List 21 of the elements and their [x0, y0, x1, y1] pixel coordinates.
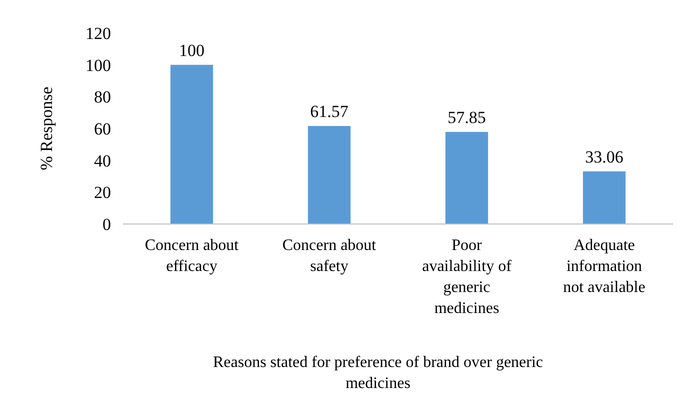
y-tick-label: 80 [94, 88, 111, 107]
x-tick-label: Concern about safety [282, 237, 377, 275]
y-axis-title: % Response [37, 86, 56, 170]
bar [582, 171, 626, 224]
y-tick-label: 20 [94, 183, 111, 202]
y-tick-label: 120 [86, 24, 111, 43]
data-label: 57.85 [448, 108, 486, 127]
data-label: 33.06 [585, 147, 624, 166]
x-tick-label: Adequate information not available [563, 237, 646, 296]
x-tick-label: Concern about efficacy [144, 237, 240, 275]
x-tick-label: Poor availability of generic medicines [422, 237, 512, 317]
bar [445, 132, 488, 224]
x-axis-title: Reasons stated for preference of brand over generic medicines [212, 354, 544, 392]
y-tick-label: 60 [94, 119, 111, 138]
data-label: 100 [179, 40, 204, 60]
y-tick-label: 100 [86, 56, 111, 75]
data-label: 61.57 [310, 102, 349, 121]
bar [308, 126, 351, 224]
y-tick-label: 0 [102, 214, 111, 234]
bar [170, 64, 214, 224]
y-tick-label: 40 [94, 151, 111, 170]
